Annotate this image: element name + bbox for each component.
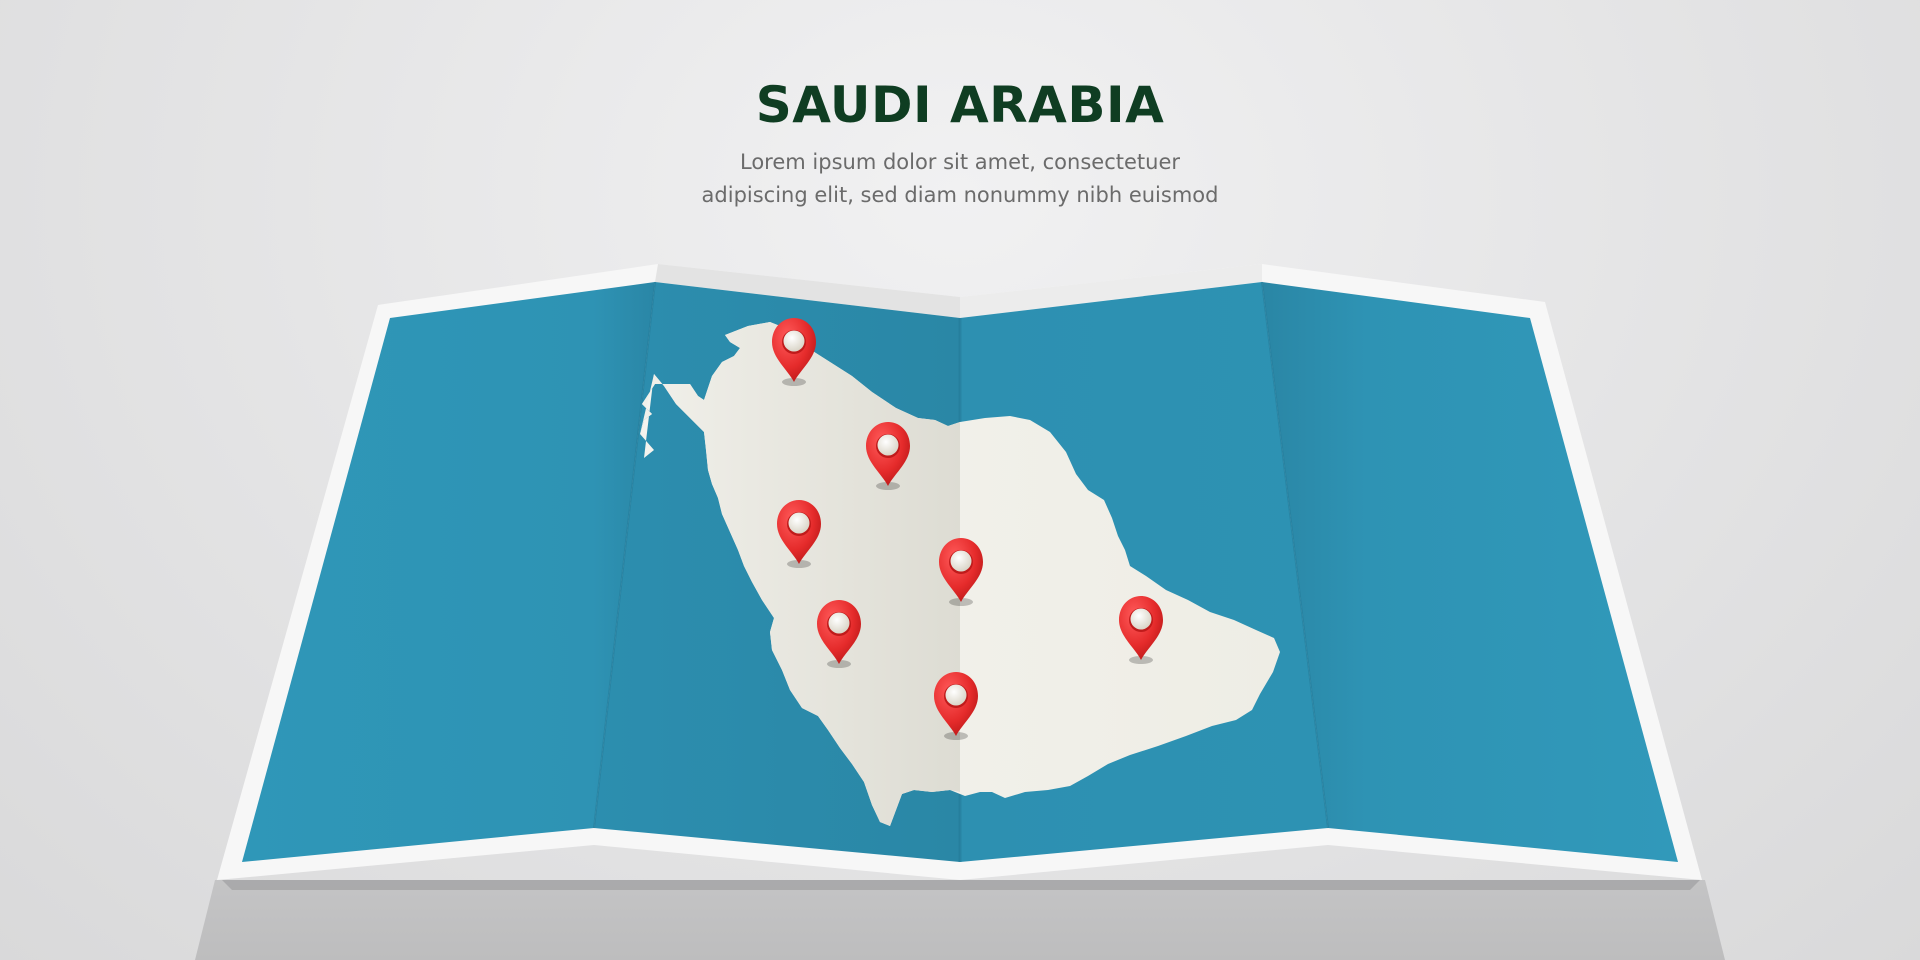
map-panel-4 <box>1262 282 1678 862</box>
map-paper-shade <box>655 264 960 318</box>
fold-line <box>1261 281 1329 829</box>
fold-line <box>593 281 656 829</box>
page-title: SAUDI ARABIA <box>755 76 1165 134</box>
map-shadow <box>222 880 1700 890</box>
map-paper-shade <box>960 264 1262 318</box>
map-panel-1 <box>242 282 655 862</box>
table-surface <box>195 880 1725 960</box>
subtitle-line-1: Lorem ipsum dolor sit amet, consectetuer <box>740 150 1180 174</box>
subtitle-line-2: adipiscing elit, sed diam nonummy nibh e… <box>701 183 1219 207</box>
page-subtitle: Lorem ipsum dolor sit amet, consectetuer… <box>0 146 1920 212</box>
